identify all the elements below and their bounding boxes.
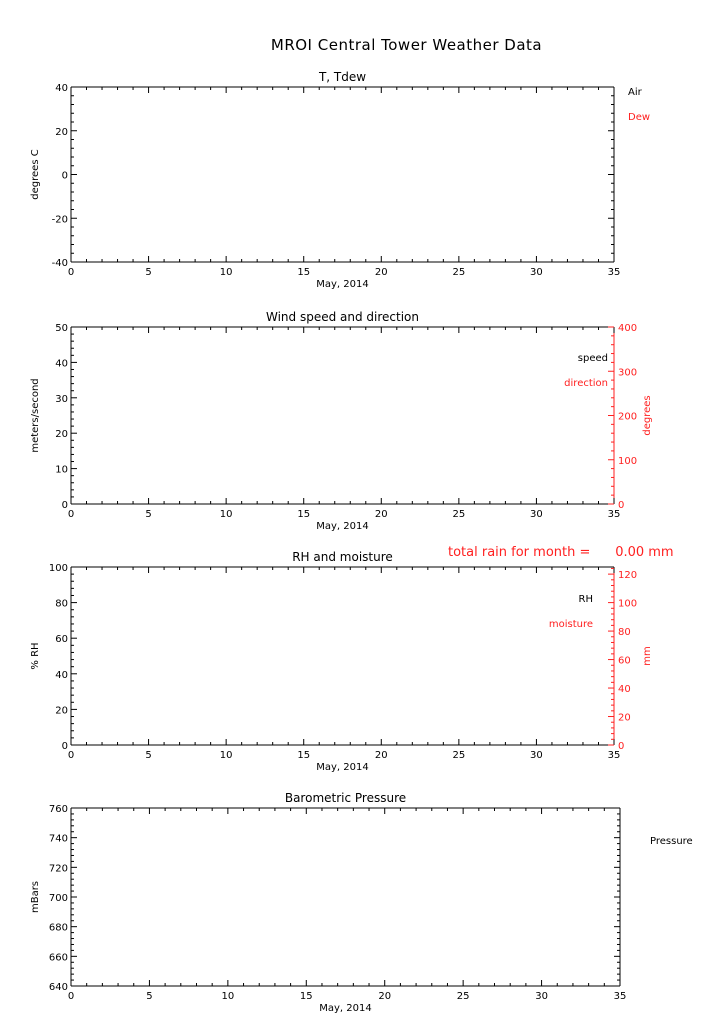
rain-total: total rain for month = 0.00 mm: [448, 545, 674, 560]
chart-3-xtick-label: 30: [530, 750, 543, 761]
chart-4-xtick-label: 0: [68, 991, 74, 1002]
chart-3-xtick-label: 35: [608, 750, 621, 761]
chart-2-legend-direction: direction: [564, 378, 608, 389]
chart-3-xtick-label: 20: [375, 750, 388, 761]
chart-2-y2tick-label: 0: [618, 500, 624, 511]
chart-2-y2tick-label: 400: [618, 323, 637, 334]
chart-2-ytick-label: 50: [55, 323, 68, 334]
chart-3-y2label: mm: [642, 646, 653, 665]
chart-3-ylabel: % RH: [30, 642, 41, 669]
chart-3-ytick-label: 60: [55, 634, 68, 645]
chart-3-xtick-label: 25: [452, 750, 465, 761]
chart-2-xtick-label: 5: [145, 509, 151, 520]
chart-3-xtick-label: 10: [220, 750, 233, 761]
chart-4-xtick-label: 15: [300, 991, 313, 1002]
chart-4-title: Barometric Pressure: [285, 791, 406, 805]
chart-2-xtick-label: 10: [220, 509, 233, 520]
chart-2-ytick-label: 10: [55, 465, 68, 476]
rain-total-label: total rain for month =: [448, 545, 591, 560]
chart-3-y2tick-label: 0: [618, 741, 624, 752]
chart-2-xtick-label: 15: [297, 509, 310, 520]
chart-2-xtick-label: 35: [608, 509, 621, 520]
chart-1-xtick-label: 25: [452, 267, 465, 278]
chart-2-ylabel: meters/second: [30, 378, 41, 452]
chart-2-xtick-label: 25: [452, 509, 465, 520]
chart-2-title: Wind speed and direction: [266, 310, 419, 324]
chart-2-xtick-label: 30: [530, 509, 543, 520]
chart-1-legend-air: Air: [628, 87, 643, 98]
chart-3-ytick-label: 40: [55, 670, 68, 681]
chart-3-ytick-label: 100: [49, 563, 68, 574]
chart-2-y2tick-label: 300: [618, 367, 637, 378]
chart-4-ytick-label: 720: [49, 863, 68, 874]
chart-3-y2tick-label: 100: [618, 599, 637, 610]
chart-4-xtick-label: 20: [378, 991, 391, 1002]
chart-1-xtick-label: 10: [220, 267, 233, 278]
chart-3-ytick-label: 20: [55, 705, 68, 716]
chart-4-xlabel: May, 2014: [319, 1003, 371, 1014]
chart-2-y2label: degrees: [642, 395, 653, 435]
chart-3-ytick-label: 0: [62, 741, 68, 752]
chart-1-xlabel: May, 2014: [316, 279, 368, 290]
chart-3-ytick-label: 80: [55, 599, 68, 610]
chart-4-xtick-label: 30: [535, 991, 548, 1002]
chart-4-ytick-label: 700: [49, 893, 68, 904]
chart-1-ytick-label: 40: [55, 83, 68, 94]
chart-4-ytick-label: 680: [49, 923, 68, 934]
chart-3-y2tick-label: 120: [618, 570, 637, 581]
chart-4-xtick-label: 25: [457, 991, 470, 1002]
chart-3-y2tick-label: 20: [618, 713, 631, 724]
chart-2-xlabel: May, 2014: [316, 521, 368, 532]
chart-3-xtick-label: 5: [145, 750, 151, 761]
chart-2-xtick-label: 0: [68, 509, 74, 520]
chart-4-ytick-label: 760: [49, 804, 68, 815]
chart-3-xtick-label: 0: [68, 750, 74, 761]
chart-1-title: T, Tdew: [318, 70, 366, 84]
chart-1-ytick-label: 0: [62, 171, 68, 182]
chart-2-y2tick-label: 200: [618, 412, 637, 423]
chart-2-ytick-label: 0: [62, 500, 68, 511]
chart-4-xtick-label: 5: [146, 991, 152, 1002]
chart-3-legend-rh: RH: [579, 594, 593, 605]
chart-3-xtick-label: 15: [297, 750, 310, 761]
chart-3-xlabel: May, 2014: [316, 762, 368, 773]
chart-3-y2tick-label: 80: [618, 627, 631, 638]
chart-1-xtick-label: 20: [375, 267, 388, 278]
chart-4-xtick-label: 10: [221, 991, 234, 1002]
chart-1-xtick-label: 5: [145, 267, 151, 278]
chart-4-xtick-label: 35: [614, 991, 627, 1002]
chart-3-title: RH and moisture: [292, 550, 393, 564]
chart-1-xtick-label: 30: [530, 267, 543, 278]
chart-2-ytick-label: 30: [55, 394, 68, 405]
chart-4-ytick-label: 640: [49, 982, 68, 993]
chart-2-ytick-label: 40: [55, 358, 68, 369]
page-title: MROI Central Tower Weather Data: [270, 36, 543, 54]
chart-2-xtick-label: 20: [375, 509, 388, 520]
rain-total-value: 0.00 mm: [615, 545, 674, 560]
chart-1-ytick-label: -40: [52, 258, 68, 269]
chart-1-xtick-label: 0: [68, 267, 74, 278]
chart-3-legend-moisture: moisture: [549, 619, 593, 630]
chart-1-ytick-label: -20: [52, 214, 68, 225]
chart-1-ytick-label: 20: [55, 127, 68, 138]
chart-4-ytick-label: 660: [49, 952, 68, 963]
chart-3-y2tick-label: 40: [618, 684, 631, 695]
chart-4-ylabel: mBars: [30, 881, 41, 913]
chart-3-y2tick-label: 60: [618, 656, 631, 667]
chart-1-xtick-label: 35: [608, 267, 621, 278]
chart-1-xtick-label: 15: [297, 267, 310, 278]
chart-4-legend-pressure: Pressure: [650, 836, 693, 847]
chart-4-ytick-label: 740: [49, 834, 68, 845]
chart-2-ytick-label: 20: [55, 429, 68, 440]
chart-2-legend-speed: speed: [578, 353, 608, 364]
chart-1-ylabel: degrees C: [30, 149, 41, 199]
chart-2-y2tick-label: 100: [618, 456, 637, 467]
chart-1-legend-dew: Dew: [628, 112, 650, 123]
